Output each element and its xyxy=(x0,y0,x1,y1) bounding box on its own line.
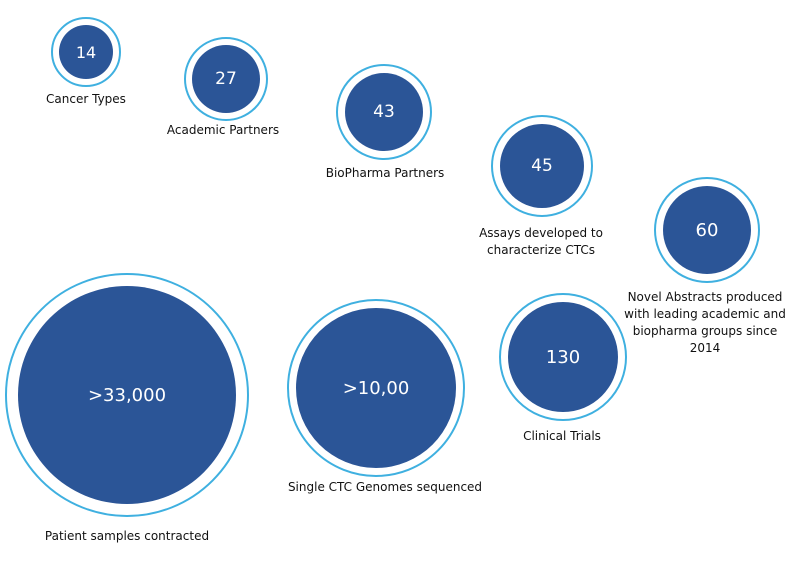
stat-label: Novel Abstracts produced with leading ac… xyxy=(624,290,786,355)
stat-value: 60 xyxy=(695,219,719,241)
value-circle: 43 xyxy=(345,73,423,151)
outer-ring xyxy=(491,115,593,217)
value-circle: 130 xyxy=(508,302,618,412)
value-circle: 45 xyxy=(500,124,584,208)
value-circle: 27 xyxy=(192,45,260,113)
outer-ring xyxy=(654,177,760,283)
stat-value: 45 xyxy=(531,156,553,176)
stat-value: >10,00 xyxy=(342,377,410,399)
outer-ring xyxy=(499,293,627,421)
stat-label: BioPharma Partners xyxy=(325,166,445,180)
stat-value: >33,000 xyxy=(87,384,167,406)
stat-label: Academic Partners xyxy=(166,123,280,137)
stat-label: Assays developed to characterize CTCs xyxy=(479,226,603,257)
stat-label: Patient samples contracted xyxy=(44,529,210,543)
stat-value: 43 xyxy=(373,102,395,122)
outer-ring xyxy=(287,299,465,477)
value-circle: 14 xyxy=(59,25,113,79)
stat-value: 27 xyxy=(215,69,237,89)
value-circle: 60 xyxy=(663,186,751,274)
outer-ring xyxy=(5,273,249,517)
outer-ring xyxy=(336,64,432,160)
stat-value: 130 xyxy=(545,346,581,368)
outer-ring xyxy=(51,17,121,87)
stat-label: Single CTC Genomes sequenced xyxy=(287,480,483,494)
value-circle: >10,00 xyxy=(296,308,456,468)
outer-ring xyxy=(184,37,268,121)
stat-label: Clinical Trials xyxy=(523,429,601,443)
stat-value: 14 xyxy=(75,42,97,62)
stat-label: Cancer Types xyxy=(46,92,126,106)
value-circle: >33,000 xyxy=(18,286,236,504)
